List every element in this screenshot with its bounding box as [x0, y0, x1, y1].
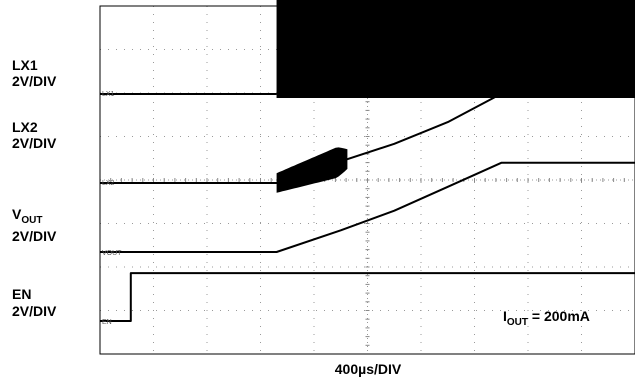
marker-vout: VOUT: [102, 250, 122, 257]
channel-en-scale: 2V/DIV: [12, 303, 57, 319]
marker-en: EN: [102, 319, 112, 326]
trace-lx1-switching-block: [276, 0, 635, 99]
x-axis-label: 400µs/DIV: [335, 361, 402, 377]
trace-vout: [100, 161, 635, 253]
channel-vout-scale: 2V/DIV: [12, 228, 57, 244]
channel-vout-name: VOUT: [12, 206, 42, 226]
trace-en: [100, 272, 635, 322]
trace-group: [100, 0, 635, 322]
channel-lx2-scale: 2V/DIV: [12, 135, 57, 151]
annotation-rest: = 200mA: [528, 308, 590, 324]
channel-vout-name-sub: OUT: [21, 215, 42, 226]
trace-lx2-switching-burst: [276, 147, 348, 193]
plot-frame: [99, 5, 635, 355]
channel-lx1-name: LX1: [12, 57, 38, 73]
channel-en-name: EN: [12, 286, 31, 302]
channel-lx2-name: LX2: [12, 119, 38, 135]
marker-lx1: LX1: [102, 91, 115, 98]
marker-lx2: LX2: [102, 180, 115, 187]
load-current-annotation: IOUT = 200mA: [503, 308, 590, 328]
channel-lx1-scale: 2V/DIV: [12, 73, 57, 89]
annotation-sub: OUT: [507, 317, 528, 328]
annotation-main: I: [503, 308, 507, 324]
channel-vout-name-main: V: [12, 206, 22, 222]
